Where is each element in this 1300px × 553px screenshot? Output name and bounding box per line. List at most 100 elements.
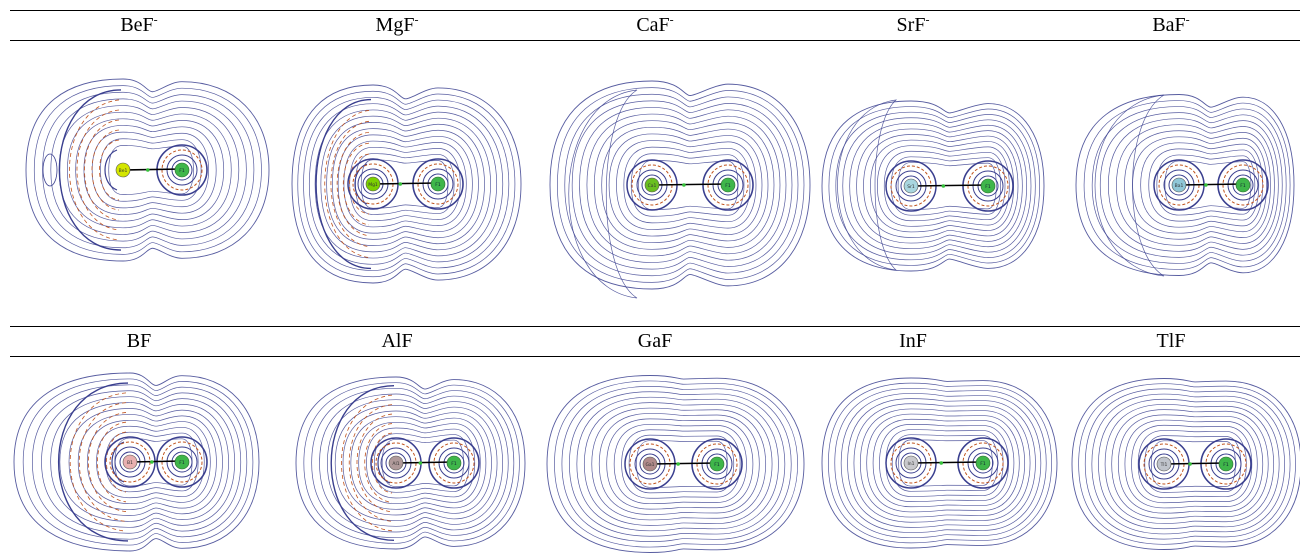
contour-line bbox=[13, 372, 260, 552]
contour-line bbox=[41, 390, 242, 534]
fluorine-shell-contour bbox=[712, 169, 744, 201]
fluorine-atom bbox=[975, 455, 991, 471]
contour-panel-sr: Sr1 F1 bbox=[821, 99, 1045, 272]
contour-line bbox=[291, 84, 522, 284]
contour-line bbox=[571, 100, 793, 270]
negative-contour bbox=[342, 142, 370, 226]
contour-line bbox=[876, 145, 1010, 227]
negative-contour bbox=[349, 404, 393, 522]
col-label-baf: BaF- bbox=[1152, 12, 1190, 36]
contour-line bbox=[108, 145, 194, 195]
contour-line bbox=[608, 133, 763, 237]
metal-atom bbox=[365, 176, 381, 192]
contour-line bbox=[1116, 124, 1275, 246]
contour-line bbox=[1151, 440, 1236, 488]
contour-line bbox=[342, 410, 492, 516]
metal-atom-label: Ga1 bbox=[645, 462, 654, 468]
bond-path bbox=[129, 460, 183, 463]
contour-line bbox=[1091, 393, 1285, 535]
contour-line bbox=[308, 103, 504, 265]
contour-line bbox=[1098, 398, 1280, 530]
contour-line bbox=[1083, 100, 1291, 270]
contour-line bbox=[58, 105, 240, 235]
contour-line bbox=[343, 140, 467, 228]
metal-atom bbox=[903, 178, 919, 194]
contour-panel-ba: Ba1 F1 bbox=[1075, 94, 1295, 277]
contour-line bbox=[50, 396, 236, 528]
contour-line bbox=[616, 140, 757, 230]
bond-critical-point bbox=[1188, 462, 1192, 466]
contour-panel-al: Al1 F1 bbox=[295, 376, 526, 550]
fluorine-atom-label: F1 bbox=[725, 183, 731, 189]
fluorine-atom-label: F1 bbox=[435, 182, 441, 188]
contour-line bbox=[1104, 404, 1275, 524]
bond-critical-point bbox=[676, 462, 680, 466]
bond-critical-point bbox=[145, 168, 150, 172]
bond-critical-point bbox=[939, 461, 944, 465]
bond-path bbox=[649, 462, 718, 465]
contour-line bbox=[77, 414, 217, 510]
contour-line bbox=[295, 376, 526, 550]
contour-line bbox=[849, 122, 1028, 250]
metal-atom-label: Ca1 bbox=[648, 183, 657, 189]
metal-atom-label: Sr1 bbox=[907, 184, 915, 190]
zero-contour bbox=[58, 89, 122, 251]
contour-line bbox=[326, 122, 485, 246]
contour-line bbox=[821, 100, 1045, 272]
fluorine-shell-contour bbox=[171, 159, 193, 181]
contour-line bbox=[821, 377, 1058, 549]
bond-critical-point bbox=[941, 184, 946, 188]
negative-contour bbox=[99, 139, 120, 201]
contour-line bbox=[569, 391, 786, 537]
contour-line bbox=[583, 402, 773, 526]
zero-contour bbox=[111, 441, 125, 483]
contour-line bbox=[349, 146, 461, 222]
fluorine-atom-label: F1 bbox=[1223, 462, 1229, 468]
fluorine-atom-label: F1 bbox=[980, 461, 986, 467]
contour-line bbox=[872, 418, 1015, 508]
negative-contour bbox=[87, 412, 127, 512]
metal-atom bbox=[122, 454, 138, 470]
contour-line bbox=[586, 113, 781, 257]
fluorine-atom-label: F1 bbox=[985, 184, 991, 190]
contour-panel-ga: Ga1 F1 bbox=[546, 375, 805, 553]
contour-line bbox=[1099, 112, 1283, 258]
negative-contour bbox=[330, 120, 370, 248]
contour-line bbox=[22, 378, 254, 546]
negative-contour bbox=[324, 110, 370, 258]
contour-line bbox=[1132, 136, 1267, 234]
fluorine-atom-label: F1 bbox=[179, 168, 185, 174]
bond-critical-point bbox=[150, 460, 154, 464]
metal-atom bbox=[1171, 177, 1187, 193]
zero-contour bbox=[330, 385, 395, 541]
contour-line bbox=[834, 387, 1047, 539]
contour-line bbox=[621, 429, 741, 499]
negative-contour bbox=[76, 109, 120, 231]
contour-line bbox=[303, 382, 520, 544]
bond-path bbox=[910, 461, 984, 464]
fluorine-shell-contour bbox=[706, 453, 728, 475]
col-label-bf: BF bbox=[126, 330, 152, 352]
contour-line bbox=[606, 418, 754, 510]
bond-critical-point bbox=[398, 182, 403, 186]
contour-line bbox=[598, 413, 760, 515]
contour-line bbox=[593, 120, 775, 250]
contour-line bbox=[100, 138, 202, 202]
metal-atom-label: In1 bbox=[907, 461, 914, 467]
contour-line bbox=[549, 80, 811, 290]
contour-line bbox=[1075, 94, 1295, 276]
contour-line bbox=[853, 403, 1031, 523]
contour-line bbox=[564, 93, 799, 277]
contour-panel-in: In1 F1 bbox=[821, 377, 1058, 549]
fluorine-atom bbox=[174, 162, 190, 178]
contour-line bbox=[1164, 160, 1252, 210]
contour-line bbox=[1091, 106, 1287, 264]
zero-contour bbox=[315, 98, 372, 270]
negative-contour bbox=[349, 153, 370, 215]
contour-line bbox=[1131, 424, 1253, 504]
bond-path bbox=[1163, 462, 1227, 465]
contour-line bbox=[31, 384, 248, 540]
contour-line bbox=[1124, 130, 1271, 240]
bond-path bbox=[122, 168, 183, 171]
